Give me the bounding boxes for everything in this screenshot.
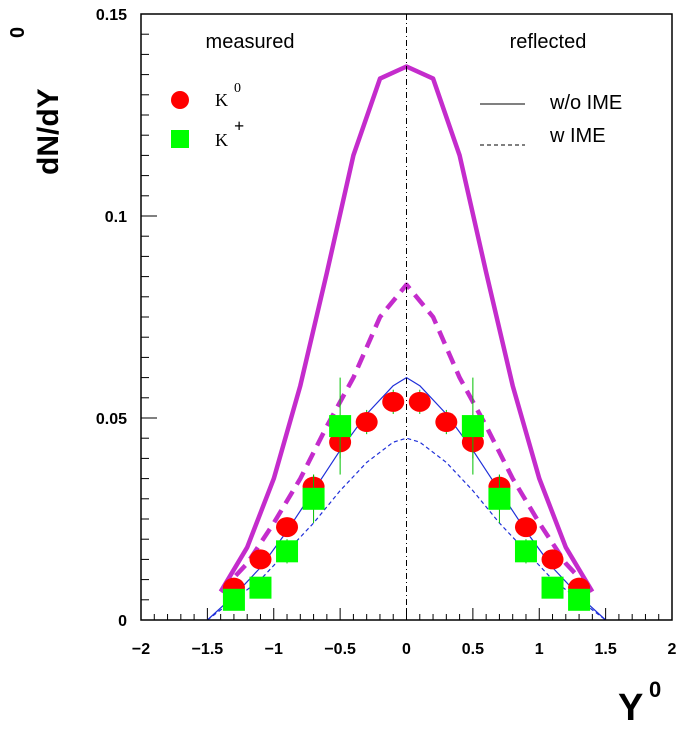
y-axis-title-sup: 0 — [7, 27, 29, 38]
x-tick-label: 1.5 — [595, 641, 617, 658]
kplus-point — [329, 415, 352, 438]
k0-point — [382, 391, 405, 412]
kplus-point — [541, 576, 564, 599]
k0-point — [355, 412, 378, 433]
x-tick-label: 0.5 — [462, 641, 484, 658]
k0-point — [249, 549, 272, 570]
y-tick-label: 0.05 — [96, 411, 127, 428]
legend-k0-sup: 0 — [234, 81, 241, 96]
legend: K 0 K + w/o IME w IME — [171, 81, 622, 150]
annotation-measured: measured — [206, 31, 295, 53]
legend-kplus-sup: + — [234, 116, 244, 136]
k0-point — [541, 549, 564, 570]
kplus-point — [488, 487, 511, 510]
kplus-point — [222, 588, 245, 611]
annotation-reflected: reflected — [510, 31, 587, 53]
x-tick-label: −1.5 — [192, 641, 224, 658]
k0-point — [435, 412, 458, 433]
legend-kplus-marker — [171, 130, 189, 148]
legend-wo-ime-label: w/o IME — [549, 92, 622, 114]
k0-point — [276, 517, 299, 538]
k0-point — [514, 517, 537, 538]
kplus-point — [249, 576, 272, 599]
y-tick-label: 0.1 — [105, 209, 127, 226]
kplus-point — [514, 540, 537, 563]
x-axis-title: Y — [618, 687, 643, 729]
x-tick-label: −0.5 — [324, 641, 356, 658]
x-tick-label: 2 — [668, 641, 677, 658]
k0-point — [408, 391, 431, 412]
kplus-point — [276, 540, 299, 563]
y-axis-title: dN/dY — [32, 88, 65, 175]
legend-k0-label: K — [215, 90, 228, 110]
x-tick-label: −2 — [132, 641, 150, 658]
y-tick-label: 0 — [118, 613, 127, 630]
kplus-point — [568, 588, 591, 611]
data-points — [222, 377, 591, 611]
y-tick-label: 0.15 — [96, 7, 127, 24]
y-axis-title-text: dN/dY — [32, 88, 65, 175]
axis-ticks: −2 −1.5 −1 −0.5 0 0.5 1 1.5 2 0 0.05 0.1 0.15 — [96, 7, 677, 658]
x-axis-title-sup: 0 — [649, 677, 661, 702]
kplus-point — [302, 487, 325, 510]
x-tick-label: 0 — [402, 641, 411, 658]
x-tick-label: 1 — [535, 641, 544, 658]
kplus-point — [461, 415, 484, 438]
x-tick-label: −1 — [265, 641, 283, 658]
legend-w-ime-label: w IME — [549, 125, 606, 147]
legend-k0-marker — [171, 91, 189, 109]
series-line — [219, 282, 594, 594]
legend-kplus-label: K — [215, 130, 228, 150]
